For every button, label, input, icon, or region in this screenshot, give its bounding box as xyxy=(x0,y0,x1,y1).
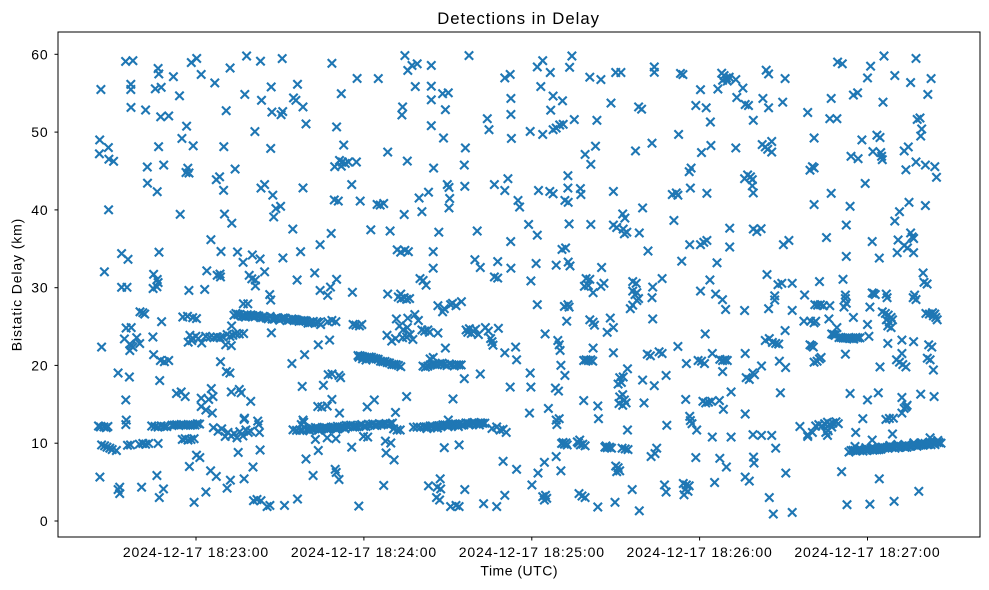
svg-text:10: 10 xyxy=(31,435,48,451)
svg-text:Time (UTC): Time (UTC) xyxy=(480,563,558,579)
svg-text:60: 60 xyxy=(31,46,48,62)
svg-text:Detections in Delay: Detections in Delay xyxy=(437,9,600,28)
svg-text:40: 40 xyxy=(31,202,48,218)
svg-text:30: 30 xyxy=(31,280,48,296)
svg-text:Bistatic Delay (km): Bistatic Delay (km) xyxy=(9,218,25,351)
svg-text:0: 0 xyxy=(40,513,49,529)
svg-text:2024-12-17 18:25:00: 2024-12-17 18:25:00 xyxy=(459,544,605,560)
svg-text:50: 50 xyxy=(31,124,48,140)
svg-text:2024-12-17 18:23:00: 2024-12-17 18:23:00 xyxy=(123,544,269,560)
svg-text:2024-12-17 18:24:00: 2024-12-17 18:24:00 xyxy=(291,544,437,560)
svg-text:20: 20 xyxy=(31,357,48,373)
svg-text:2024-12-17 18:27:00: 2024-12-17 18:27:00 xyxy=(794,544,940,560)
svg-text:2024-12-17 18:26:00: 2024-12-17 18:26:00 xyxy=(627,544,773,560)
